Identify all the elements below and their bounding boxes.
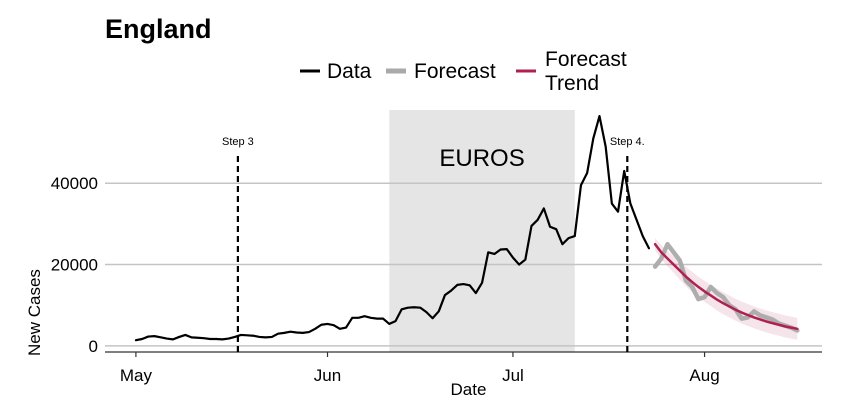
series-line-forecast [652, 241, 800, 333]
legend-item-forecast-trend: Forecast Trend [516, 48, 627, 95]
legend-label-forecast: Forecast [414, 60, 496, 83]
legend-item-data: Data [300, 60, 372, 83]
y-tick-label: 0 [89, 337, 98, 356]
legend-label-data: Data [327, 60, 372, 83]
step-label: Step 3 [222, 136, 254, 148]
y-tick-label: 40000 [51, 174, 98, 193]
y-tick-label: 20000 [51, 256, 98, 275]
series-line-forecast-trend [653, 242, 799, 331]
x-axis-label: Date [451, 380, 487, 399]
step-label: Step 4. [610, 136, 645, 148]
x-tick-label: Aug [689, 366, 719, 385]
legend-label-forecast-trend-line2: Trend [545, 72, 599, 95]
x-tick-label: Jul [502, 366, 524, 385]
shaded-region-euros [389, 110, 575, 352]
series-line-data [134, 115, 651, 342]
legend: Data Forecast Forecast Trend [300, 48, 627, 95]
chart-title: England [105, 14, 212, 44]
x-tick-label: Jun [314, 366, 341, 385]
plot-area: 0 20000 40000 May Jun Jul Aug EUROS Step 3 Step 4… [25, 110, 822, 399]
legend-item-forecast: Forecast [386, 60, 496, 83]
y-axis-label: New Cases [25, 269, 44, 356]
x-tick-label: May [120, 366, 153, 385]
legend-label-forecast-trend-line1: Forecast [545, 48, 627, 71]
euros-label: EUROS [439, 145, 524, 172]
